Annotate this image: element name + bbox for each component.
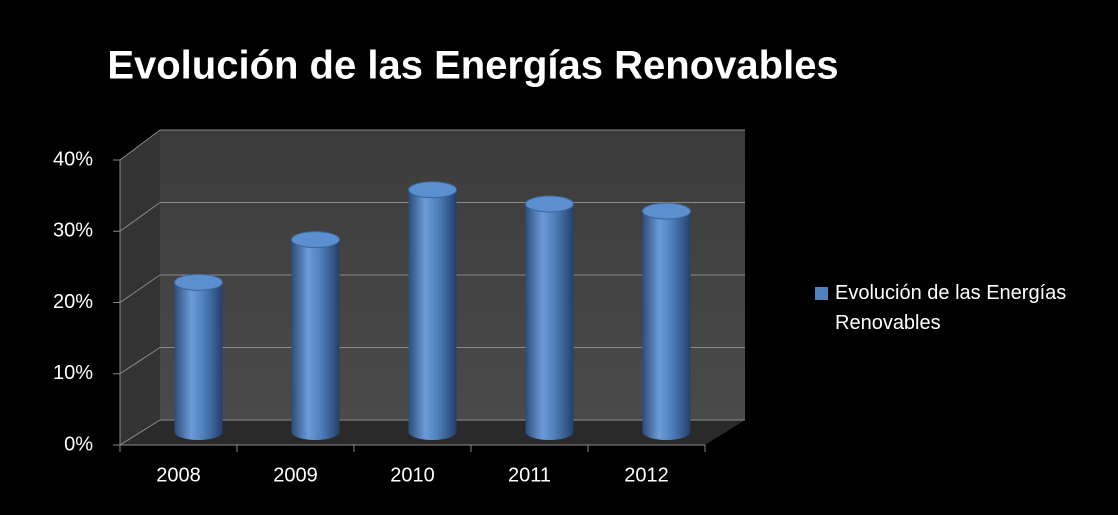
bar: [291, 239, 340, 440]
x-tick-label: 2010: [390, 464, 435, 486]
y-tick-label: 0%: [64, 433, 93, 455]
legend-swatch: [815, 287, 828, 300]
grid-line: [119, 129, 161, 161]
chart-title: Evolución de las Energías Renovables: [107, 44, 838, 88]
x-tick-label: 2008: [156, 464, 201, 486]
y-tick-label: 10%: [53, 362, 93, 384]
bar-top: [408, 181, 457, 199]
bar: [408, 189, 457, 440]
x-tick-label: 2011: [508, 464, 551, 486]
grid-line: [119, 202, 161, 232]
side-wall: [120, 130, 160, 445]
bar: [174, 282, 223, 440]
x-tick-label: 2009: [273, 464, 318, 486]
legend: Evolución de las Energías Renovables: [815, 278, 1105, 338]
bar: [642, 211, 691, 440]
x-tick-label: 2012: [624, 464, 669, 486]
bar: [525, 204, 574, 440]
grid-line: [119, 274, 161, 303]
bar-top: [525, 195, 574, 213]
bar-top: [291, 231, 340, 249]
grid-line: [119, 347, 161, 375]
bar-top: [642, 202, 691, 220]
legend-label: Evolución de las Energías Renovables: [835, 282, 1067, 334]
y-tick-label: 20%: [53, 291, 93, 313]
y-tick-label: 30%: [53, 220, 93, 242]
y-tick-label: 40%: [53, 148, 93, 170]
bar-top: [174, 273, 223, 291]
grid-line: [119, 419, 161, 446]
